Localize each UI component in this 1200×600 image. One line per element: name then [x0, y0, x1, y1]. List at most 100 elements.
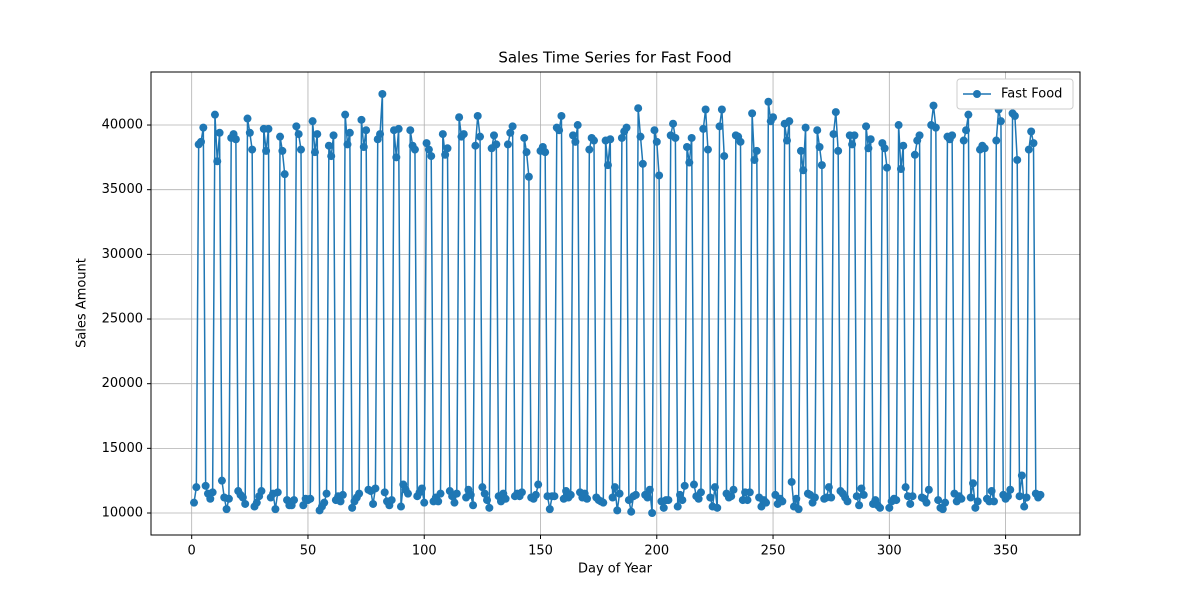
data-point [192, 483, 201, 492]
y-tick-label: 15000 [102, 441, 143, 456]
data-point [441, 150, 450, 159]
x-tick-label: 100 [412, 544, 437, 559]
data-point [348, 503, 357, 512]
x-tick-label: 200 [644, 544, 669, 559]
data-point [941, 498, 950, 507]
data-point [782, 136, 791, 145]
data-point [980, 144, 989, 153]
data-point [901, 483, 910, 492]
data-point [1029, 139, 1038, 148]
data-point [424, 145, 433, 154]
data-point [541, 148, 550, 157]
data-point [313, 130, 322, 139]
data-point [273, 488, 282, 497]
data-point [848, 140, 857, 149]
data-point [969, 479, 978, 488]
data-point [569, 131, 578, 140]
data-point [669, 119, 678, 128]
data-point [222, 505, 231, 514]
data-point [262, 146, 271, 155]
data-point [508, 122, 517, 131]
data-point [829, 130, 838, 139]
data-point [469, 501, 478, 510]
data-point [855, 501, 864, 510]
data-point [962, 126, 971, 135]
data-point [436, 489, 445, 498]
data-point [585, 145, 594, 154]
data-point [882, 163, 891, 172]
data-point [308, 117, 317, 126]
legend-marker [973, 90, 981, 98]
data-point [276, 132, 285, 141]
data-point [417, 484, 426, 493]
data-point [687, 133, 696, 142]
data-point [1013, 155, 1022, 164]
data-point [801, 123, 810, 132]
data-point [824, 483, 833, 492]
data-point [908, 492, 917, 501]
data-point [438, 130, 447, 139]
data-point [910, 150, 919, 159]
data-point [810, 493, 819, 502]
legend-label: Fast Food [1001, 87, 1062, 102]
data-point [850, 131, 859, 140]
data-point [206, 494, 215, 503]
data-point [571, 137, 580, 146]
data-point [443, 144, 452, 153]
data-point [622, 123, 631, 132]
data-point [885, 503, 894, 512]
data-point [694, 494, 703, 503]
data-point [799, 166, 808, 175]
data-point [341, 110, 350, 119]
x-tick-label: 150 [528, 544, 553, 559]
data-point [915, 131, 924, 140]
data-point [243, 114, 252, 123]
data-point [589, 136, 598, 145]
data-point [338, 490, 347, 499]
data-point [727, 492, 736, 501]
data-point [971, 503, 980, 512]
data-point [520, 133, 529, 142]
data-point [320, 498, 329, 507]
data-point [948, 131, 957, 140]
data-point [355, 489, 364, 498]
data-point [517, 488, 526, 497]
data-point [680, 481, 689, 490]
data-point [608, 493, 617, 502]
x-tick-label: 250 [761, 544, 786, 559]
data-point [671, 133, 680, 142]
data-point [369, 499, 378, 508]
data-point [876, 503, 885, 512]
y-tick-label: 10000 [102, 506, 143, 521]
data-point [696, 488, 705, 497]
data-point [534, 480, 543, 489]
data-point [678, 496, 687, 505]
data-point [376, 130, 385, 139]
data-point [473, 111, 482, 120]
data-point [396, 502, 405, 511]
data-point [710, 483, 719, 492]
data-point [769, 113, 778, 122]
data-point [706, 493, 715, 502]
data-point [817, 161, 826, 170]
data-point [787, 477, 796, 486]
data-point [466, 490, 475, 499]
data-point [387, 496, 396, 505]
data-point [324, 141, 333, 150]
data-point [989, 497, 998, 506]
data-point [1010, 111, 1019, 120]
y-tick-label: 35000 [102, 182, 143, 197]
data-point [1003, 492, 1012, 501]
data-point [957, 494, 966, 503]
data-point [648, 509, 657, 518]
data-point [652, 137, 661, 146]
data-point [252, 498, 261, 507]
data-point [210, 110, 219, 119]
data-point [683, 143, 692, 152]
data-point [480, 489, 489, 498]
data-point [394, 124, 403, 133]
data-point [606, 135, 615, 144]
data-point [617, 133, 626, 142]
data-point [699, 124, 708, 133]
